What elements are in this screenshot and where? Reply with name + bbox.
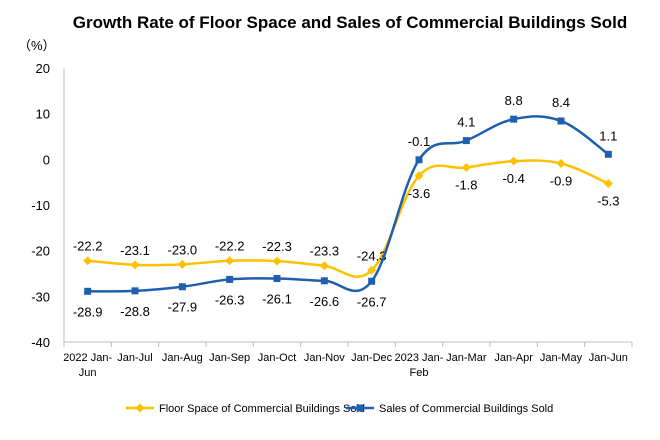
data-point-marker	[604, 150, 612, 158]
x-tick-label: Jan-Oct	[258, 352, 297, 364]
data-point-marker	[368, 277, 376, 285]
data-label: -27.9	[168, 300, 198, 315]
x-tick-label: 2022 Jan-Jun	[63, 352, 112, 379]
data-point-marker	[509, 156, 519, 166]
data-point-marker	[462, 137, 470, 145]
y-tick-label: -40	[31, 335, 50, 350]
x-tick-label: Jan-Dec	[351, 352, 392, 364]
x-tick-label: Jan-Jul	[117, 352, 152, 364]
data-label: -22.2	[73, 239, 103, 254]
x-tick-label: 2023 Jan-Feb	[395, 352, 444, 379]
data-point-marker	[225, 256, 235, 266]
data-label: -28.8	[120, 304, 150, 319]
y-tick-label: 0	[43, 152, 50, 167]
data-label: -0.9	[550, 173, 572, 188]
data-point-marker	[319, 261, 329, 271]
y-tick-label: 20	[36, 61, 50, 76]
data-point-marker	[556, 158, 566, 168]
y-tick-label: -30	[31, 289, 50, 304]
data-point-marker	[461, 163, 471, 173]
data-label: -1.8	[455, 178, 477, 193]
data-point-marker	[130, 260, 140, 270]
data-label: -5.3	[597, 194, 619, 209]
data-label: -26.6	[310, 294, 340, 309]
data-label: -0.1	[408, 134, 430, 149]
data-label: -3.6	[408, 186, 430, 201]
data-label: -26.3	[215, 292, 245, 307]
data-point-marker	[320, 277, 328, 285]
chart-title: Growth Rate of Floor Space and Sales of …	[72, 13, 628, 32]
data-label: 4.1	[457, 115, 475, 130]
data-point-marker	[177, 259, 187, 269]
legend-label: Sales of Commercial Buildings Sold	[379, 403, 553, 415]
data-label: -22.3	[262, 239, 292, 254]
data-label: -28.9	[73, 304, 103, 319]
data-point-marker	[603, 179, 613, 189]
y-tick-label: -10	[31, 198, 50, 213]
data-label: -26.1	[262, 292, 292, 307]
data-point-marker	[273, 275, 281, 283]
data-point-marker	[83, 256, 93, 266]
data-point-marker	[367, 265, 377, 275]
y-tick-label: 10	[36, 107, 50, 122]
x-tick-label: Jan-Nov	[304, 352, 345, 364]
data-label: -24.3	[357, 248, 387, 263]
data-label: 8.8	[505, 93, 523, 108]
y-axis-unit-label: （%）	[18, 38, 56, 53]
x-tick-label: Jan-May	[540, 352, 583, 364]
data-label: -0.4	[502, 171, 524, 186]
data-label: 8.4	[552, 95, 570, 110]
data-point-marker	[415, 156, 423, 164]
x-tick-label: Jan-Jun	[589, 352, 628, 364]
data-point-marker	[84, 287, 92, 295]
data-point-marker	[131, 287, 139, 295]
data-label: -22.2	[215, 239, 245, 254]
data-label: -26.7	[357, 294, 387, 309]
legend-label: Floor Space of Commercial Buildings Sold	[159, 403, 365, 415]
data-label: -23.0	[168, 242, 198, 257]
legend-marker	[356, 404, 364, 412]
legend-marker	[135, 403, 145, 413]
data-point-marker	[226, 275, 234, 283]
x-tick-label: Jan-Sep	[209, 352, 250, 364]
data-point-marker	[557, 117, 565, 125]
data-label: 1.1	[599, 128, 617, 143]
x-tick-label: Jan-Apr	[494, 352, 533, 364]
x-tick-label: Jan-Mar	[446, 352, 487, 364]
data-point-marker	[414, 171, 424, 181]
data-point-marker	[510, 115, 518, 123]
data-point-marker	[272, 256, 282, 266]
x-tick-label: Jan-Aug	[162, 352, 203, 364]
series-line	[87, 159, 609, 278]
data-label: -23.1	[120, 243, 150, 258]
data-label: -23.3	[310, 244, 340, 259]
y-tick-label: -20	[31, 244, 50, 259]
data-point-marker	[178, 283, 186, 291]
